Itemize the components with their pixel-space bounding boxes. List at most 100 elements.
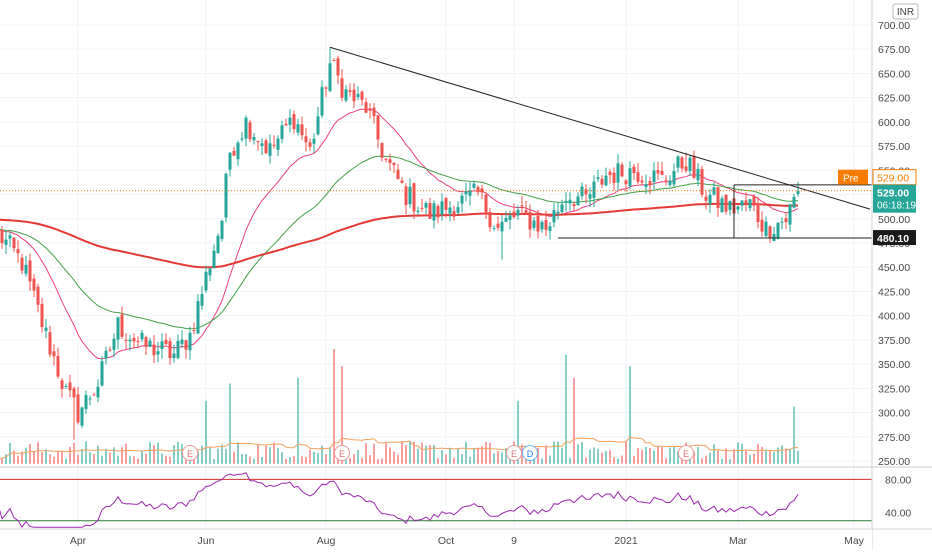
candle-body: [256, 141, 260, 143]
volume-bar: [621, 455, 623, 464]
candle: [124, 333, 128, 350]
candle: [340, 69, 344, 102]
currency-badge[interactable]: INR: [892, 3, 919, 20]
candle: [180, 330, 184, 349]
candle-body: [4, 239, 8, 245]
candle: [704, 190, 708, 210]
candle-body: [652, 170, 656, 183]
time-axis-panel[interactable]: [0, 529, 872, 550]
candle-body: [252, 136, 256, 141]
candle: [428, 197, 432, 219]
candle-body: [728, 201, 732, 210]
candle: [244, 115, 248, 147]
candle-body: [264, 140, 268, 154]
volume-bar: [161, 453, 163, 464]
candle-body: [128, 339, 132, 342]
candle: [104, 346, 108, 365]
candle-body: [636, 172, 640, 182]
volume-bar: [769, 449, 771, 464]
volume-bar: [149, 442, 151, 464]
volume-bar: [17, 455, 19, 464]
candle: [56, 347, 60, 379]
volume-bar: [341, 366, 343, 464]
candle-body: [244, 117, 248, 139]
candle-body: [612, 172, 616, 183]
volume-bar: [229, 383, 231, 464]
ema-line-200: [0, 202, 799, 269]
candle: [784, 213, 788, 229]
volume-bar: [145, 453, 147, 464]
price-axis-panel[interactable]: [872, 0, 932, 550]
earnings-marker-circle: [678, 445, 694, 461]
candle: [4, 230, 8, 254]
candles[interactable]: [0, 47, 800, 440]
candle-body: [60, 380, 64, 389]
candle-body: [544, 220, 548, 230]
price-tick-label: 400.00: [878, 311, 910, 323]
volume-bar: [205, 400, 207, 464]
volume-bar: [461, 454, 463, 464]
earnings-marker[interactable]: E: [506, 445, 522, 461]
earnings-marker[interactable]: E: [182, 445, 198, 461]
dividend-marker-label: D: [527, 449, 534, 459]
candle-body: [124, 339, 128, 341]
earnings-marker[interactable]: E: [334, 445, 350, 461]
volume-bar: [293, 456, 295, 464]
candle-body: [420, 207, 424, 209]
candle-body: [720, 198, 724, 213]
dividend-marker[interactable]: D: [522, 445, 538, 461]
volume-bar: [225, 448, 227, 464]
volume-bar: [561, 447, 563, 464]
candle-body: [136, 341, 140, 343]
volume-bar: [173, 445, 175, 464]
candle-body: [260, 143, 264, 147]
candle: [792, 193, 796, 209]
candle: [652, 161, 656, 190]
candle: [752, 194, 756, 212]
candle: [616, 153, 620, 192]
candle: [540, 219, 544, 233]
volume-bar: [425, 445, 427, 464]
candle-body: [452, 211, 456, 217]
earnings-marker[interactable]: E: [678, 445, 694, 461]
candle: [160, 333, 164, 359]
candle-body: [56, 356, 60, 377]
volume-bar: [285, 459, 287, 464]
candle: [468, 181, 472, 206]
candle-body: [336, 58, 340, 76]
candle: [40, 297, 44, 333]
candle: [660, 162, 664, 176]
volume-bar: [597, 448, 599, 464]
candle-body: [160, 341, 164, 350]
candle-body: [644, 184, 648, 187]
volume-bar: [221, 444, 223, 464]
candle: [676, 155, 680, 173]
candle: [240, 132, 244, 142]
candle: [52, 344, 56, 366]
volume-bar: [333, 349, 335, 464]
drawings[interactable]: E E E ED: [0, 46, 872, 461]
candle: [612, 167, 616, 191]
candle: [80, 406, 84, 429]
candle-body: [284, 123, 288, 126]
volume-bar: [85, 441, 87, 464]
price-tick-label: 300.00: [878, 408, 910, 420]
candle-body: [288, 117, 292, 125]
candle: [456, 201, 460, 215]
candle: [380, 142, 384, 162]
earnings-marker-label: E: [187, 449, 193, 459]
volume-bar: [301, 456, 303, 464]
candle-body: [352, 89, 356, 102]
candle-body: [468, 190, 472, 196]
candle-body: [184, 340, 188, 350]
volume-bar: [365, 443, 367, 464]
candle: [224, 172, 228, 223]
volume-bar: [585, 457, 587, 464]
candle: [412, 182, 416, 219]
candle-body: [560, 204, 564, 213]
candle: [300, 116, 304, 140]
